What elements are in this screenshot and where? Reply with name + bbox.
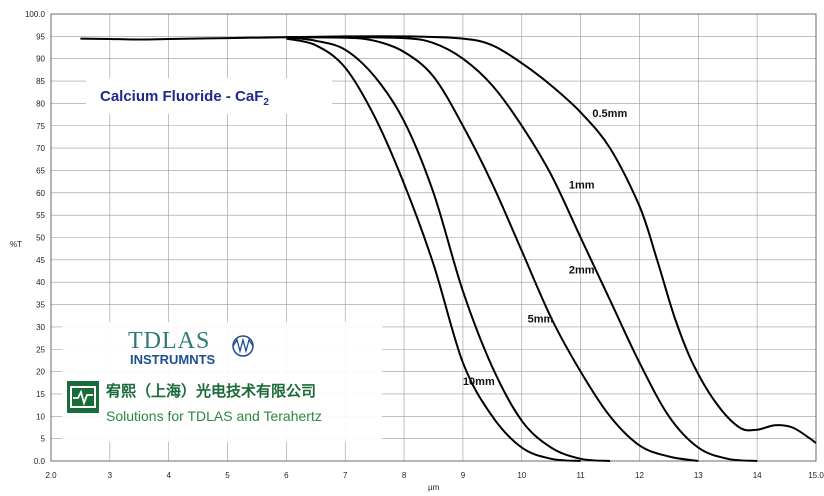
y-tick-label: 20	[36, 368, 45, 377]
y-tick-label: 40	[36, 278, 45, 287]
y-tick-label: 100.0	[25, 10, 46, 19]
x-tick-label: 15.0	[808, 471, 824, 480]
x-tick-label: 2.0	[45, 471, 57, 480]
y-tick-label: 45	[36, 256, 45, 265]
y-axis-label: %T	[10, 240, 22, 249]
series-line-10mm	[286, 37, 581, 462]
x-tick-labels: 2.0 3 4 5 6 7 8 9 10 11 12 13 14 15.0	[45, 471, 824, 480]
x-tick-label: 14	[753, 471, 762, 480]
y-tick-label: 85	[36, 77, 45, 86]
y-tick-label: 90	[36, 55, 45, 64]
chart-title-text: Calcium Fluoride - CaF	[100, 88, 264, 105]
y-tick-label: 25	[36, 345, 45, 354]
series-label-5mm: 5mm	[528, 313, 554, 325]
series-line-2mm	[286, 36, 699, 462]
x-tick-label: 9	[461, 471, 466, 480]
y-tick-label: 75	[36, 122, 45, 131]
y-tick-label: 55	[36, 211, 45, 220]
y-tick-label: 50	[36, 234, 45, 243]
x-tick-label: 11	[576, 471, 585, 480]
x-tick-label: 6	[284, 471, 289, 480]
y-tick-label: 70	[36, 144, 45, 153]
x-axis-label: µm	[428, 483, 440, 492]
logo-sub: INSTRUMNTS	[130, 352, 216, 367]
x-tick-label: 7	[343, 471, 348, 480]
y-tick-label: 15	[36, 390, 45, 399]
tagline: Solutions for TDLAS and Terahertz	[106, 408, 322, 424]
series-line-5mm	[286, 36, 611, 462]
chart-title: Calcium Fluoride - CaF2	[100, 88, 269, 108]
plot-frame	[50, 13, 817, 462]
company-logo-icon	[67, 381, 99, 413]
series-lines	[80, 35, 817, 462]
y-tick-label: 35	[36, 301, 45, 310]
x-tick-label: 3	[108, 471, 113, 480]
y-tick-label: 60	[36, 189, 45, 198]
x-tick-label: 4	[166, 471, 171, 480]
series-line-0.5mm	[80, 35, 817, 444]
y-tick-labels: 0.0 5 10 15 20 25 30 35 40 45 50 55 60 65 70 75 80 85 90 95…	[25, 10, 46, 466]
title-background	[86, 78, 332, 114]
x-tick-label: 10	[517, 471, 526, 480]
company-name: 宥熙（上海）光电技术有限公司	[106, 383, 317, 400]
series-label-0.5mm: 0.5mm	[592, 108, 627, 120]
series-line-1mm	[286, 36, 758, 462]
wave-icon	[232, 335, 254, 357]
series-labels: 0.5mm 1mm 2mm 5mm 10mm	[463, 108, 628, 388]
chart-title-subscript: 2	[263, 97, 269, 108]
series-label-2mm: 2mm	[569, 264, 595, 276]
y-tick-label: 0.0	[34, 457, 46, 466]
series-label-10mm: 10mm	[463, 376, 495, 388]
x-tick-label: 12	[635, 471, 644, 480]
logo-brand: TDLAS	[128, 328, 211, 354]
x-tick-label: 5	[225, 471, 230, 480]
y-tick-label: 80	[36, 99, 45, 108]
logo-watermark	[62, 322, 382, 442]
x-tick-label: 8	[402, 471, 407, 480]
y-tick-label: 5	[41, 435, 46, 444]
y-tick-label: 95	[36, 32, 45, 41]
x-tick-label: 13	[694, 471, 703, 480]
y-tick-label: 10	[36, 412, 45, 421]
y-tick-label: 30	[36, 323, 45, 332]
series-label-1mm: 1mm	[569, 179, 595, 191]
y-tick-label: 65	[36, 166, 45, 175]
